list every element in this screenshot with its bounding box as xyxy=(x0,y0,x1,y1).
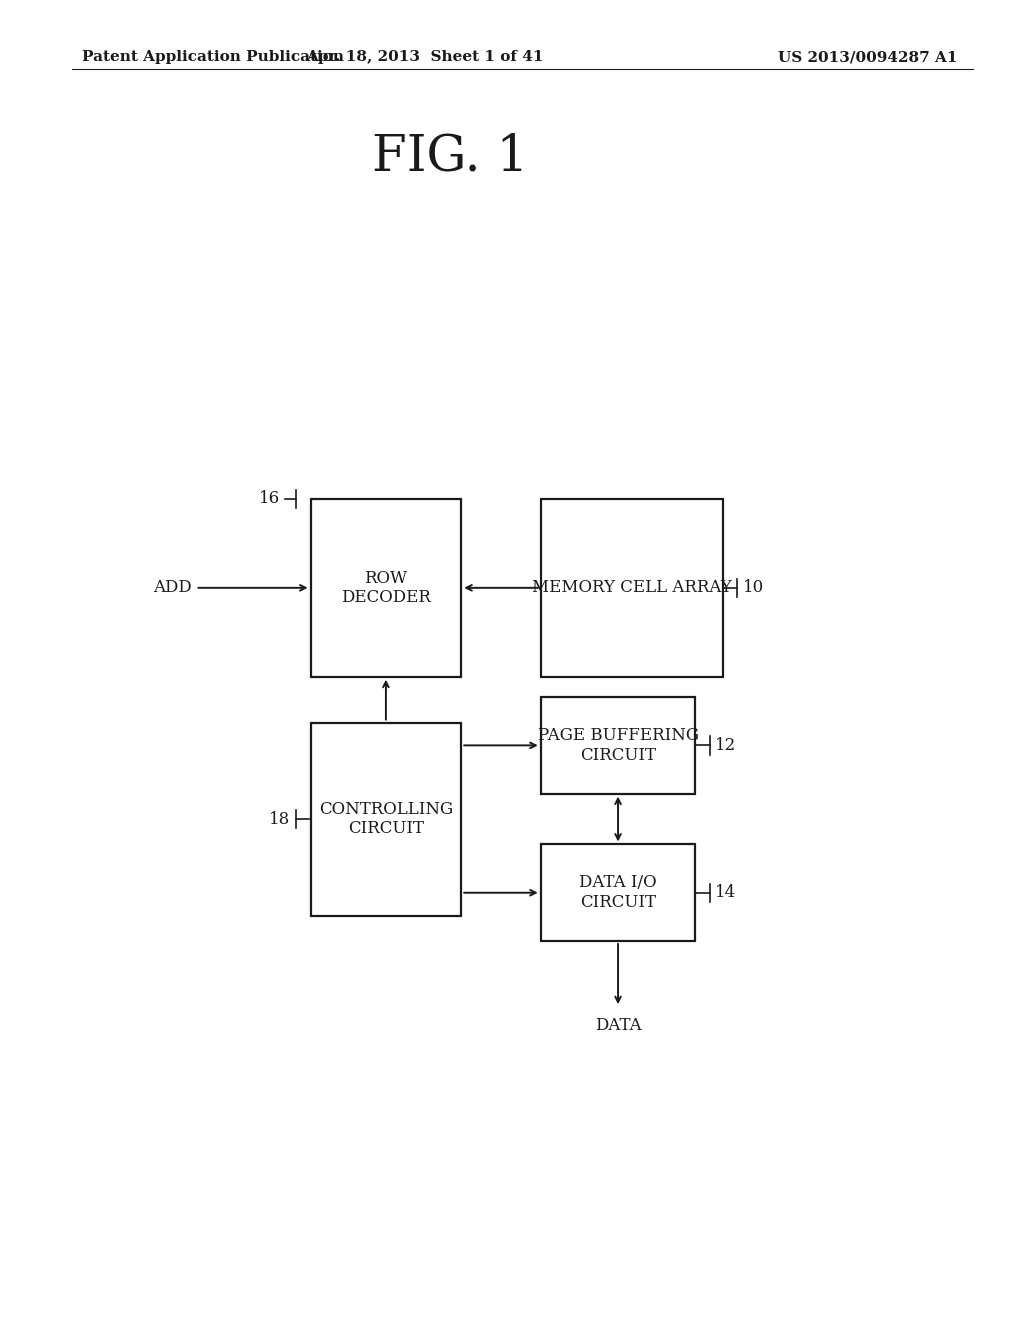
Bar xyxy=(310,499,461,677)
Bar xyxy=(541,697,695,793)
Text: 16: 16 xyxy=(259,491,281,507)
Text: DATA: DATA xyxy=(595,1018,641,1035)
Text: US 2013/0094287 A1: US 2013/0094287 A1 xyxy=(778,50,957,65)
Bar xyxy=(541,499,723,677)
Text: PAGE BUFFERING
CIRCUIT: PAGE BUFFERING CIRCUIT xyxy=(538,727,698,764)
Text: 18: 18 xyxy=(269,810,291,828)
Text: Patent Application Publication: Patent Application Publication xyxy=(82,50,344,65)
Text: Apr. 18, 2013  Sheet 1 of 41: Apr. 18, 2013 Sheet 1 of 41 xyxy=(306,50,544,65)
Text: 14: 14 xyxy=(716,884,736,902)
Text: FIG. 1: FIG. 1 xyxy=(373,132,528,181)
Text: DATA I/O
CIRCUIT: DATA I/O CIRCUIT xyxy=(580,874,656,911)
Text: 12: 12 xyxy=(716,737,736,754)
Bar xyxy=(541,845,695,941)
Text: MEMORY CELL ARRAY: MEMORY CELL ARRAY xyxy=(532,579,732,597)
Text: ROW
DECODER: ROW DECODER xyxy=(341,569,431,606)
Text: CONTROLLING
CIRCUIT: CONTROLLING CIRCUIT xyxy=(318,801,453,837)
Text: ADD: ADD xyxy=(153,579,191,597)
Text: 10: 10 xyxy=(743,579,765,597)
Bar xyxy=(310,722,461,916)
